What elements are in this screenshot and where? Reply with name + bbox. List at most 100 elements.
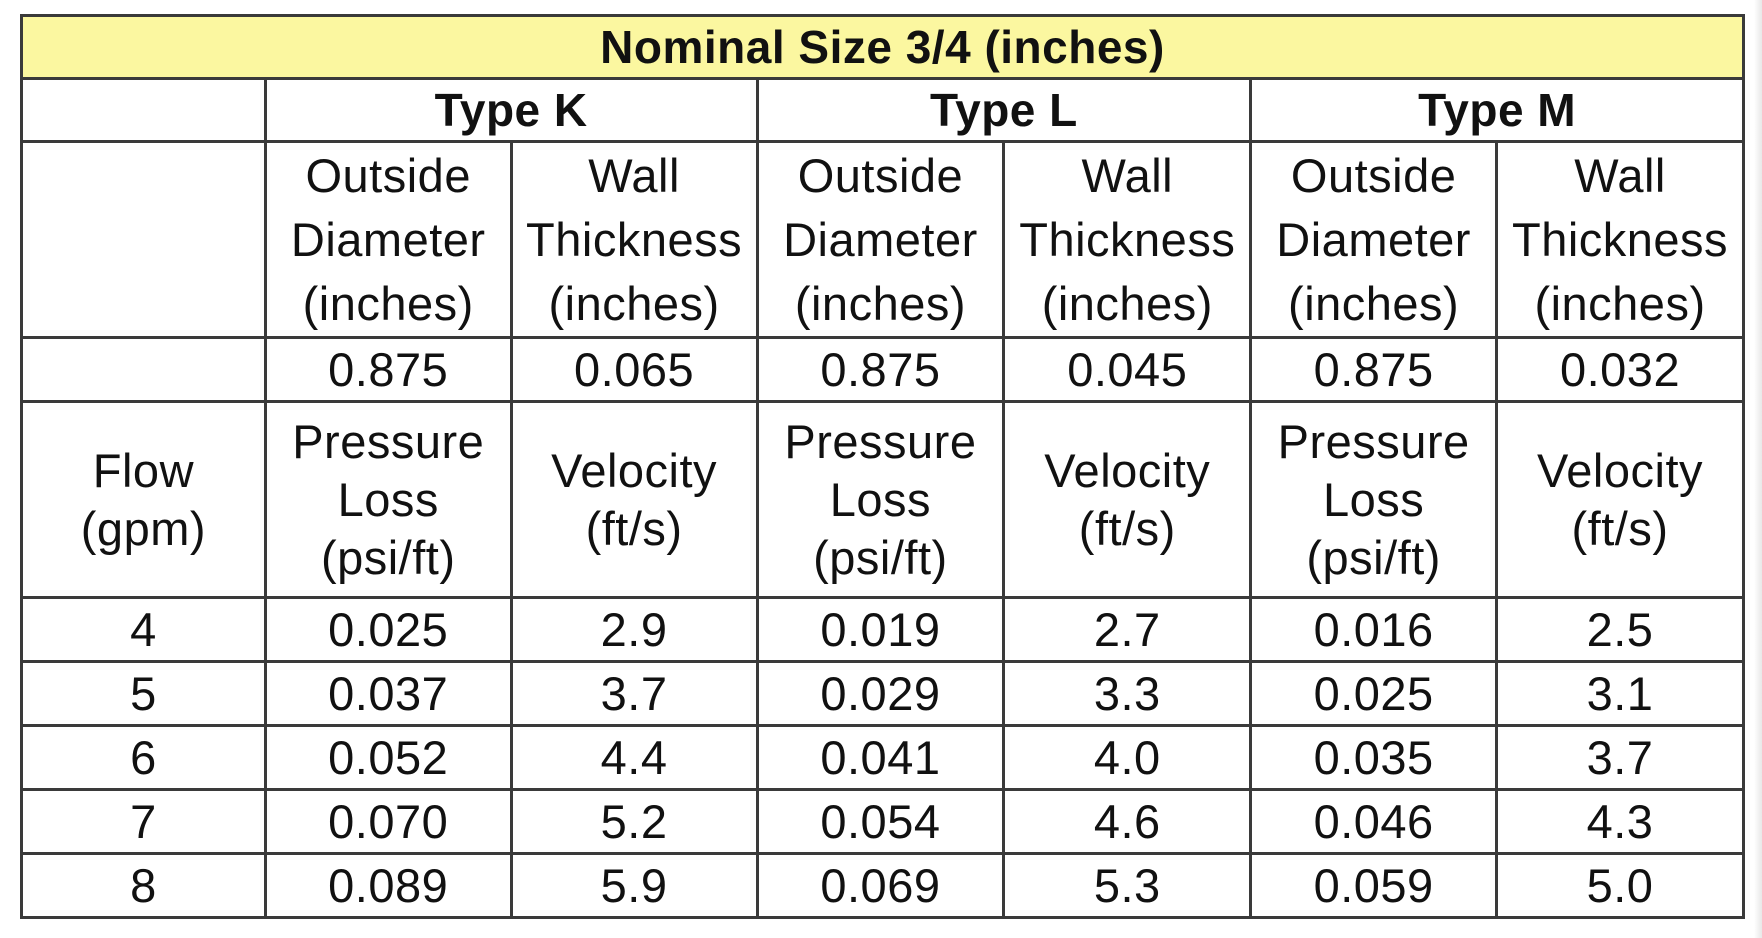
flow-header: Flow (gpm) xyxy=(20,400,267,599)
header-line: Pressure xyxy=(1277,414,1470,468)
header-line: Velocity xyxy=(1044,443,1211,497)
header-line: Thickness xyxy=(1019,212,1236,266)
header-line: (gpm) xyxy=(80,501,207,555)
table-row: 8 0.089 5.9 0.069 5.3 0.059 5.0 xyxy=(20,852,1745,919)
header-line: Velocity xyxy=(1537,443,1704,497)
flow-data-table: Nominal Size 3/4 (inches) Type K Type L … xyxy=(20,14,1745,919)
type-l-header: Type L xyxy=(755,77,1253,143)
flow-cell: 8 xyxy=(20,852,267,919)
type-l-velocity-cell: 5.3 xyxy=(1002,852,1253,919)
spec-header-row: Outside Diameter (inches) Wall Thickness… xyxy=(20,140,1745,339)
flow-header-row: Flow (gpm) Pressure Loss (psi/ft) Veloci… xyxy=(20,400,1745,599)
header-line: (inches) xyxy=(1041,276,1213,330)
header-line: (psi/ft) xyxy=(813,530,948,584)
type-k-velocity-header: Velocity (ft/s) xyxy=(509,400,759,599)
empty-cell xyxy=(20,140,267,339)
type-k-wall-header: Wall Thickness (inches) xyxy=(509,140,759,339)
header-line: (inches) xyxy=(548,276,720,330)
header-line: (inches) xyxy=(794,276,967,330)
header-line: Outside xyxy=(1290,148,1457,202)
header-line: Pressure xyxy=(784,414,977,468)
type-m-velocity-cell: 5.0 xyxy=(1495,852,1745,919)
type-m-pressure-loss-header: Pressure Loss (psi/ft) xyxy=(1249,400,1499,599)
flow-cell: 6 xyxy=(20,724,267,791)
page-edge-shadow xyxy=(1754,0,1762,938)
header-line: Loss xyxy=(1323,472,1425,526)
type-l-velocity-cell: 4.0 xyxy=(1002,724,1253,791)
header-line: Diameter xyxy=(783,212,978,266)
type-l-od-value: 0.875 xyxy=(755,336,1006,403)
type-l-pressure-loss-cell: 0.054 xyxy=(755,788,1006,855)
table-title: Nominal Size 3/4 (inches) xyxy=(20,14,1745,80)
type-m-header: Type M xyxy=(1249,77,1745,143)
type-l-pressure-loss-cell: 0.019 xyxy=(755,596,1006,663)
spec-value-row: 0.875 0.065 0.875 0.045 0.875 0.032 xyxy=(20,336,1745,403)
header-line: Outside xyxy=(305,148,471,202)
type-row: Type K Type L Type M xyxy=(20,77,1745,143)
type-k-pressure-loss-cell: 0.070 xyxy=(263,788,513,855)
type-m-velocity-cell: 3.7 xyxy=(1495,724,1745,791)
header-line: Wall xyxy=(1081,148,1174,202)
type-m-wall-value: 0.032 xyxy=(1495,336,1745,403)
type-m-od-value: 0.875 xyxy=(1249,336,1499,403)
header-line: Diameter xyxy=(1276,212,1471,266)
flow-cell: 4 xyxy=(20,596,267,663)
header-line: Loss xyxy=(829,472,932,526)
header-line: Thickness xyxy=(526,212,743,266)
type-k-velocity-cell: 3.7 xyxy=(509,660,759,727)
header-line: Thickness xyxy=(1511,212,1729,266)
header-line: (ft/s) xyxy=(585,501,683,555)
header-line: Flow xyxy=(92,443,195,497)
header-line: (psi/ft) xyxy=(320,530,456,584)
flow-cell: 7 xyxy=(20,788,267,855)
type-k-wall-value: 0.065 xyxy=(509,336,759,403)
type-k-header: Type K xyxy=(263,77,759,143)
type-l-velocity-cell: 2.7 xyxy=(1002,596,1253,663)
type-l-pressure-loss-header: Pressure Loss (psi/ft) xyxy=(755,400,1006,599)
type-l-pressure-loss-cell: 0.041 xyxy=(755,724,1006,791)
type-m-od-header: Outside Diameter (inches) xyxy=(1249,140,1499,339)
table-row: 4 0.025 2.9 0.019 2.7 0.016 2.5 xyxy=(20,596,1745,663)
type-l-pressure-loss-cell: 0.069 xyxy=(755,852,1006,919)
table-row: 6 0.052 4.4 0.041 4.0 0.035 3.7 xyxy=(20,724,1745,791)
type-l-wall-header: Wall Thickness (inches) xyxy=(1002,140,1253,339)
header-line: (ft/s) xyxy=(1571,501,1669,555)
header-line: Diameter xyxy=(290,212,486,266)
flow-cell: 5 xyxy=(20,660,267,727)
type-m-velocity-header: Velocity (ft/s) xyxy=(1495,400,1745,599)
header-line: (inches) xyxy=(1288,276,1460,330)
type-l-pressure-loss-cell: 0.029 xyxy=(755,660,1006,727)
header-line: (ft/s) xyxy=(1078,501,1176,555)
type-m-pressure-loss-cell: 0.025 xyxy=(1249,660,1499,727)
type-l-od-header: Outside Diameter (inches) xyxy=(755,140,1006,339)
type-m-pressure-loss-cell: 0.016 xyxy=(1249,596,1499,663)
type-l-velocity-cell: 4.6 xyxy=(1002,788,1253,855)
header-line: Outside xyxy=(797,148,964,202)
type-m-velocity-cell: 3.1 xyxy=(1495,660,1745,727)
title-row: Nominal Size 3/4 (inches) xyxy=(20,14,1745,80)
copper-tube-table: Nominal Size 3/4 (inches) Type K Type L … xyxy=(20,14,1745,919)
type-m-velocity-cell: 2.5 xyxy=(1495,596,1745,663)
type-k-od-value: 0.875 xyxy=(263,336,513,403)
header-line: Wall xyxy=(1574,148,1666,202)
type-k-pressure-loss-cell: 0.037 xyxy=(263,660,513,727)
type-m-wall-header: Wall Thickness (inches) xyxy=(1495,140,1745,339)
header-line: (inches) xyxy=(1534,276,1706,330)
type-k-pressure-loss-header: Pressure Loss (psi/ft) xyxy=(263,400,513,599)
type-l-velocity-header: Velocity (ft/s) xyxy=(1002,400,1253,599)
header-line: Loss xyxy=(337,472,439,526)
header-line: (inches) xyxy=(302,276,474,330)
type-k-pressure-loss-cell: 0.089 xyxy=(263,852,513,919)
type-m-pressure-loss-cell: 0.035 xyxy=(1249,724,1499,791)
table-row: 5 0.037 3.7 0.029 3.3 0.025 3.1 xyxy=(20,660,1745,727)
type-k-velocity-cell: 5.9 xyxy=(509,852,759,919)
empty-cell xyxy=(20,77,267,143)
type-m-pressure-loss-cell: 0.059 xyxy=(1249,852,1499,919)
type-m-pressure-loss-cell: 0.046 xyxy=(1249,788,1499,855)
type-k-velocity-cell: 2.9 xyxy=(509,596,759,663)
header-line: (psi/ft) xyxy=(1306,530,1441,584)
table-row: 7 0.070 5.2 0.054 4.6 0.046 4.3 xyxy=(20,788,1745,855)
type-l-wall-value: 0.045 xyxy=(1002,336,1253,403)
header-line: Pressure xyxy=(292,414,485,468)
type-k-velocity-cell: 4.4 xyxy=(509,724,759,791)
